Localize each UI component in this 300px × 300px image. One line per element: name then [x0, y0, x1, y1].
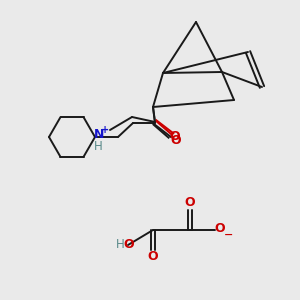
Text: O: O [170, 130, 180, 143]
Text: O: O [148, 250, 158, 263]
Text: −: − [224, 230, 234, 240]
Text: N: N [94, 128, 104, 142]
Text: O: O [171, 134, 181, 146]
Text: H: H [116, 238, 124, 250]
Text: O: O [215, 223, 225, 236]
Text: O: O [124, 238, 134, 250]
Text: O: O [185, 196, 195, 209]
Text: H: H [94, 140, 102, 154]
Text: +: + [101, 125, 109, 135]
